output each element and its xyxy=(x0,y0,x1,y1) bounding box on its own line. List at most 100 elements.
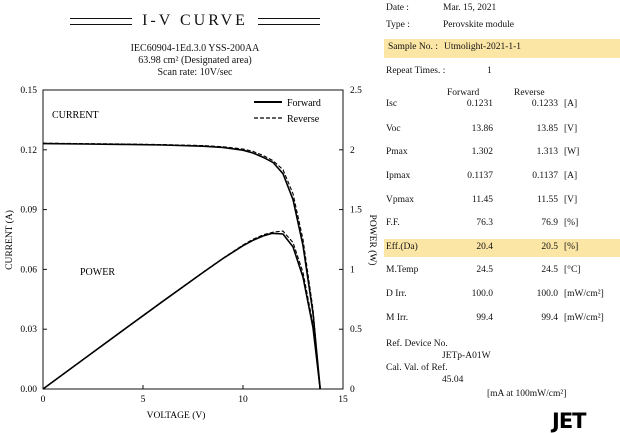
plot-frame xyxy=(42,89,344,390)
cal-row: Cal. Val. of Ref. xyxy=(384,363,620,379)
date-value: Mar. 15, 2021 xyxy=(443,3,497,13)
date-label: Date : xyxy=(386,3,409,13)
param-label: Voc xyxy=(386,124,401,134)
date-row: Date : Mar. 15, 2021 xyxy=(384,3,620,19)
param-forward-value: 0.1231 xyxy=(466,99,493,109)
chart-title: I-V CURVE xyxy=(142,12,248,29)
param-reverse-value: 13.85 xyxy=(536,124,558,134)
param-reverse-value: 1.313 xyxy=(536,147,558,157)
param-unit: [V] xyxy=(564,195,578,205)
standard-line: IEC60904-1Ed.3.0 YSS-200AA xyxy=(130,43,260,54)
chart-title-block: I-V CURVE xyxy=(70,10,320,34)
current-annotation: CURRENT xyxy=(52,110,99,121)
iv-chart: 0 5 10 15 0.00 0.03 0.06 0.09 0.12 0.15 0 0.5 1 1.5 2 2… xyxy=(4,86,378,421)
param-unit: [V] xyxy=(564,124,578,134)
param-row: Ipmax 0.1137 0.1137 [A] xyxy=(384,171,620,187)
cal-unit-row: [mA at 100mW/cm²] xyxy=(384,389,620,405)
param-row: F.F. 76.3 76.9 [%] xyxy=(384,218,620,234)
param-row: M.Temp 24.5 24.5 [°C] xyxy=(384,265,620,281)
type-value: Perovskite module xyxy=(443,20,514,30)
param-label: M Irr. xyxy=(386,313,409,323)
x-tick-label: 15 xyxy=(338,395,348,405)
y-right-tick-label: 2 xyxy=(350,146,355,156)
cal-label: Cal. Val. of Ref. xyxy=(386,363,448,373)
param-row: Vpmax 11.45 11.55 [V] xyxy=(384,195,620,211)
x-axis-label: VOLTAGE (V) xyxy=(147,410,206,421)
param-reverse-value: 24.5 xyxy=(541,265,558,275)
param-row: Isc 0.1231 0.1233 [A] xyxy=(384,99,620,115)
param-reverse-value: 100.0 xyxy=(536,289,558,299)
y-left-tick-label: 0.15 xyxy=(20,86,37,96)
results-panel: Date : Mar. 15, 2021 Type : Perovskite m… xyxy=(384,0,620,433)
y-left-axis-label: CURRENT (A) xyxy=(4,210,15,270)
param-reverse-value: 0.1137 xyxy=(532,171,558,181)
y-left-tick-label: 0.06 xyxy=(20,265,37,275)
x-tick-label: 5 xyxy=(141,395,146,405)
param-label: M.Temp xyxy=(386,265,419,275)
param-reverse-value: 76.9 xyxy=(541,218,558,228)
repeat-value: 1 xyxy=(487,66,492,76)
param-forward-value: 100.0 xyxy=(471,289,493,299)
series-reverse-current xyxy=(42,142,321,390)
param-forward-value: 0.1137 xyxy=(467,171,493,181)
jet-logo: JET xyxy=(552,409,586,433)
area-line: 63.98 cm² (Designated area) xyxy=(138,55,252,66)
y-left-tick-label: 0.00 xyxy=(20,385,37,395)
sample-value: Utmolight-2021-1-1 xyxy=(444,42,522,52)
y-left-tick-label: 0.09 xyxy=(20,206,37,216)
param-unit: [W] xyxy=(564,147,580,157)
param-forward-value: 24.5 xyxy=(476,265,493,275)
x-tick-label: 10 xyxy=(238,395,248,405)
param-unit: [%] xyxy=(564,242,579,252)
ref-device-value: JETp-A01W xyxy=(442,351,491,361)
param-reverse-value: 99.4 xyxy=(541,313,558,323)
sample-label: Sample No. : xyxy=(388,42,438,52)
y-right-tick-label: 0.5 xyxy=(350,325,362,335)
y-left-tick-label: 0.03 xyxy=(20,325,37,335)
param-unit: [mW/cm²] xyxy=(564,289,604,299)
sample-row: Sample No. : Utmolight-2021-1-1 xyxy=(384,39,620,58)
y-right-tick-label: 2.5 xyxy=(350,86,362,96)
param-forward-value: 20.4 xyxy=(476,242,493,252)
param-reverse-value: 20.5 xyxy=(541,242,558,252)
param-reverse-value: 11.55 xyxy=(536,195,558,205)
param-label: D Irr. xyxy=(386,289,407,299)
y-right-tick-label: 0 xyxy=(350,385,355,395)
y-right-tick-label: 1 xyxy=(350,265,355,275)
param-forward-value: 76.3 xyxy=(476,218,493,228)
param-label: Pmax xyxy=(386,147,408,157)
param-label: Eff.(Da) xyxy=(386,242,418,252)
ref-device-value-row: JETp-A01W xyxy=(384,351,620,367)
param-reverse-value: 0.1233 xyxy=(531,99,558,109)
legend-reverse-label: Reverse xyxy=(287,114,320,125)
y-right-tick-label: 1.5 xyxy=(350,206,362,216)
x-tick-label: 0 xyxy=(41,395,46,405)
param-unit: [mW/cm²] xyxy=(564,313,604,323)
legend-forward-label: Forward xyxy=(287,98,321,109)
power-annotation: POWER xyxy=(80,267,115,278)
param-label: Vpmax xyxy=(386,195,414,205)
y-left-tick-label: 0.12 xyxy=(20,146,37,156)
param-label: F.F. xyxy=(386,218,400,228)
param-forward-value: 1.302 xyxy=(471,147,493,157)
param-label: Ipmax xyxy=(386,171,411,181)
param-forward-value: 13.86 xyxy=(471,124,493,134)
type-row: Type : Perovskite module xyxy=(384,20,620,36)
legend: Forward Reverse xyxy=(254,98,321,125)
param-row: Pmax 1.302 1.313 [W] xyxy=(384,147,620,163)
param-row: D Irr. 100.0 100.0 [mW/cm²] xyxy=(384,289,620,305)
ref-device-label: Ref. Device No. xyxy=(386,339,448,349)
cal-unit: [mA at 100mW/cm²] xyxy=(487,389,567,399)
param-label: Isc xyxy=(386,99,398,109)
param-unit: [%] xyxy=(564,218,579,228)
column-header-reverse: Reverse xyxy=(514,88,545,98)
ref-device-row: Ref. Device No. xyxy=(384,339,620,355)
param-forward-value: 99.4 xyxy=(476,313,493,323)
y-right-axis-label: POWER (W) xyxy=(367,215,378,266)
scan-rate-line: Scan rate: 10V/sec xyxy=(157,67,233,78)
cal-value-row: 45.04 xyxy=(384,375,620,391)
column-headers: Forward Reverse xyxy=(384,88,620,104)
param-unit: [A] xyxy=(564,171,578,181)
repeat-label: Repeat Times. : xyxy=(386,66,446,76)
param-row: Eff.(Da) 20.4 20.5 [%] xyxy=(384,239,620,257)
